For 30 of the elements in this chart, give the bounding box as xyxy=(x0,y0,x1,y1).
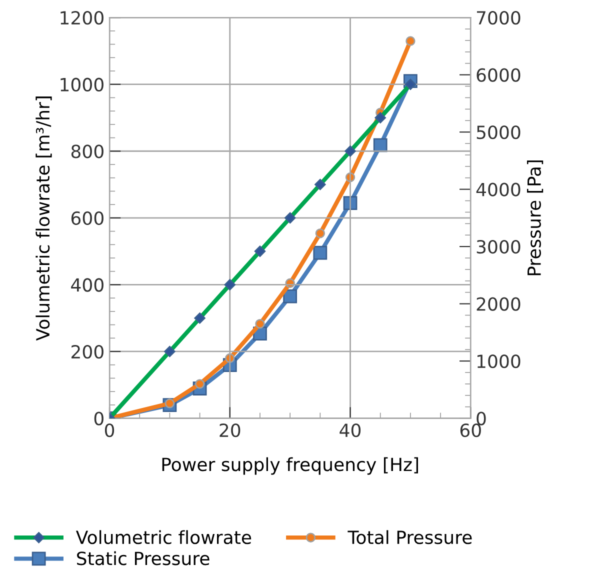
y-tick-label: 0 xyxy=(94,412,104,426)
y2-tick-label: 2000 xyxy=(476,297,520,311)
y-tick-label: 1200 xyxy=(60,11,104,25)
x-axis-title: Power supply frequency [Hz] xyxy=(162,457,418,475)
y2-tick-label: 1000 xyxy=(477,354,520,368)
point xyxy=(283,289,298,304)
point xyxy=(255,318,265,329)
point xyxy=(406,36,416,46)
x-tick-label: 40 xyxy=(340,423,361,438)
y2-tick-label: 6000 xyxy=(476,68,520,82)
legend-label: Total Pressure xyxy=(348,530,472,544)
y-tick-label: 400 xyxy=(71,278,104,292)
y2-axis-title: Pressure [Pa] xyxy=(527,160,544,276)
legend-label: Volumetric flowrate xyxy=(76,530,252,544)
x-tick-label: 60 xyxy=(460,423,481,438)
y-tick-label: 800 xyxy=(71,144,104,158)
y2-tick-label: 3000 xyxy=(476,240,520,254)
legend-label: Static Pressure xyxy=(77,551,210,566)
x-tick-label: 20 xyxy=(220,423,240,438)
y2-tick-label: 7000 xyxy=(476,11,520,25)
y-tick-label: 1000 xyxy=(60,78,104,92)
y2-tick-label: 4000 xyxy=(476,182,520,196)
y-axis-title: Volumetric flowrate [m³/hr] xyxy=(36,96,52,341)
y2-tick-label: 0 xyxy=(476,412,486,426)
y-tick-label: 200 xyxy=(72,344,104,359)
point xyxy=(313,246,328,260)
y-tick-label: 600 xyxy=(71,211,104,226)
y2-tick-label: 5000 xyxy=(476,126,520,140)
point xyxy=(315,228,326,238)
x-tick-label: 0 xyxy=(104,423,114,438)
